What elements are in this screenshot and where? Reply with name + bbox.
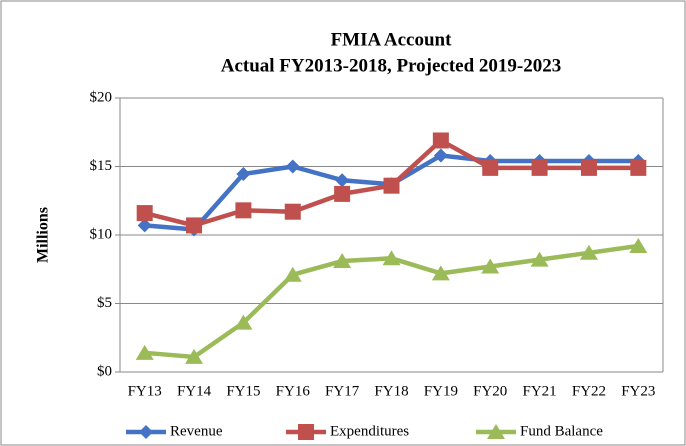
data-point: [383, 177, 400, 194]
chart-title: FMIA Account: [331, 29, 453, 50]
legend-label: Fund Balance: [520, 423, 603, 439]
data-point: [482, 159, 499, 176]
x-tick-label: FY21: [522, 383, 556, 399]
legend-label: Expenditures: [330, 423, 409, 439]
x-tick-label: FY14: [177, 383, 212, 399]
data-point: [186, 217, 203, 234]
data-point: [580, 159, 597, 176]
legend-label: Revenue: [170, 423, 223, 439]
data-point: [531, 159, 548, 176]
x-tick-label: FY13: [128, 383, 162, 399]
data-point: [530, 251, 549, 267]
data-point: [135, 344, 154, 360]
data-point: [382, 250, 401, 266]
x-tick-label: FY16: [276, 383, 311, 399]
data-point: [481, 258, 500, 274]
y-tick-label: $15: [90, 158, 113, 174]
y-tick-label: $10: [90, 226, 113, 242]
data-point: [235, 202, 252, 219]
data-point: [630, 159, 647, 176]
data-point: [137, 218, 152, 233]
data-point: [629, 237, 648, 253]
data-point: [335, 173, 350, 188]
y-tick-label: $20: [90, 89, 113, 105]
x-tick-label: FY19: [424, 383, 458, 399]
y-tick-label: $5: [97, 295, 112, 311]
x-tick-label: FY18: [374, 383, 408, 399]
data-point: [432, 132, 449, 149]
data-point: [285, 159, 300, 174]
data-point: [334, 185, 351, 202]
x-tick-label: FY23: [621, 383, 655, 399]
legend-marker: [298, 424, 314, 440]
chart-subtitle: Actual FY2013-2018, Projected 2019-2023: [221, 55, 562, 76]
data-point: [333, 253, 352, 269]
x-tick-label: FY15: [226, 383, 260, 399]
data-point: [136, 205, 153, 222]
data-point: [431, 265, 450, 281]
y-axis-title: Millions: [35, 207, 52, 263]
data-point: [185, 348, 204, 364]
x-tick-label: FY22: [572, 383, 606, 399]
data-point: [433, 148, 448, 163]
data-point: [236, 167, 251, 182]
data-point: [234, 314, 253, 330]
y-tick-label: $0: [97, 363, 112, 379]
x-tick-label: FY20: [473, 383, 507, 399]
legend-marker: [487, 424, 505, 439]
data-point: [283, 266, 302, 282]
data-point: [284, 203, 301, 220]
x-tick-label: FY17: [325, 383, 360, 399]
legend-marker: [139, 425, 153, 439]
data-point: [579, 244, 598, 260]
